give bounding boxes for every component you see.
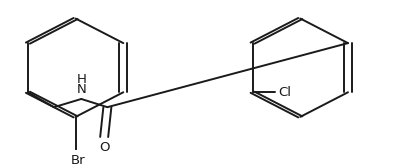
Text: O: O bbox=[99, 141, 109, 154]
Text: Cl: Cl bbox=[278, 86, 291, 99]
Text: N: N bbox=[76, 83, 86, 96]
Text: Br: Br bbox=[70, 154, 85, 167]
Text: H: H bbox=[76, 73, 86, 86]
